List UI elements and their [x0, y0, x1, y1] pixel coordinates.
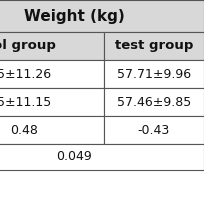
Bar — [0, 0, 204, 32]
Text: -0.43: -0.43 — [138, 123, 170, 136]
Bar — [0, 144, 204, 170]
Bar — [104, 32, 204, 60]
Text: Weight (kg): Weight (kg) — [24, 9, 124, 23]
Bar — [0, 116, 104, 144]
Bar — [104, 60, 204, 88]
Text: 0.48: 0.48 — [10, 123, 38, 136]
Bar — [0, 88, 104, 116]
Text: test group: test group — [115, 40, 193, 52]
Bar — [104, 88, 204, 116]
Bar — [0, 60, 104, 88]
Bar — [104, 116, 204, 144]
Text: ol group: ol group — [0, 40, 55, 52]
Bar — [0, 32, 104, 60]
Text: 57.71±9.96: 57.71±9.96 — [117, 68, 191, 81]
Text: 5±11.15: 5±11.15 — [0, 95, 51, 109]
Text: 5±11.26: 5±11.26 — [0, 68, 51, 81]
Text: 0.049: 0.049 — [56, 151, 92, 163]
Text: 57.46±9.85: 57.46±9.85 — [117, 95, 191, 109]
